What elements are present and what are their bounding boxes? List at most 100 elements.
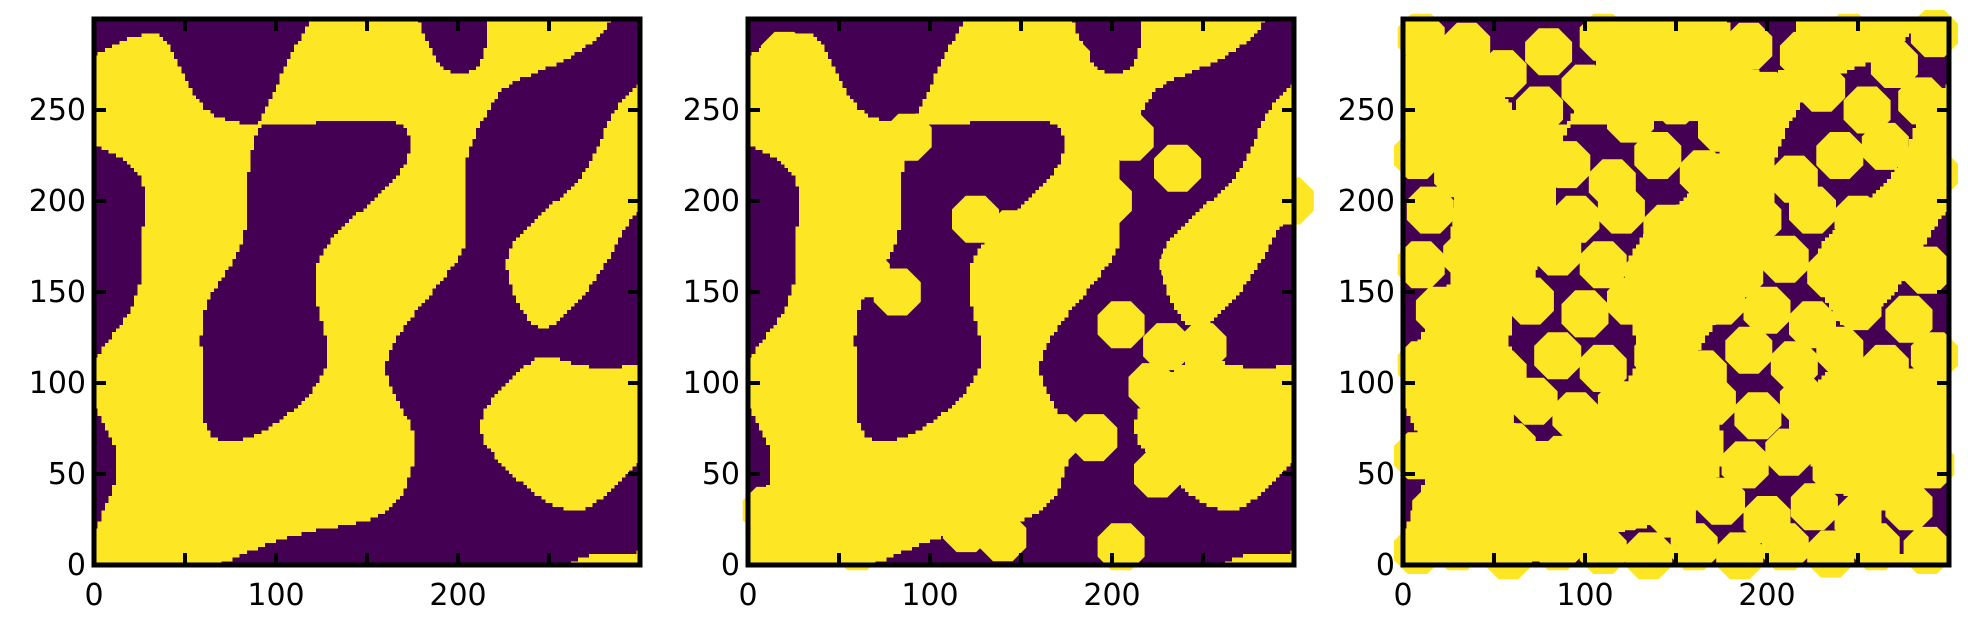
inclusion-particle bbox=[1070, 414, 1117, 461]
heatmap-panel-1: 0 100 200 0 50 100 150 200 250 bbox=[29, 19, 640, 613]
inclusion-particle bbox=[1674, 429, 1721, 476]
y-tick-label: 100 bbox=[1338, 366, 1395, 401]
inclusion-particle bbox=[1875, 381, 1922, 428]
inclusion-particle bbox=[1552, 392, 1599, 439]
inclusion-particle bbox=[988, 210, 1035, 257]
inclusion-particle bbox=[1807, 531, 1854, 578]
inclusion-particle bbox=[1562, 290, 1609, 337]
y-tick-label: 50 bbox=[48, 457, 86, 492]
inclusion-particle bbox=[1516, 87, 1563, 134]
inclusion-particle bbox=[1862, 123, 1909, 170]
inclusion-particle bbox=[761, 32, 808, 79]
inclusion-particle bbox=[874, 269, 921, 316]
heatmap-panel-3: 0 100 200 0 50 100 150 200 250 bbox=[1338, 10, 1958, 613]
inclusion-particle bbox=[1489, 423, 1536, 470]
y-tick-label: 250 bbox=[29, 93, 86, 128]
inclusion-particle bbox=[1634, 332, 1681, 379]
x-tick-label: 0 bbox=[84, 578, 103, 613]
inclusion-particle bbox=[1534, 332, 1581, 379]
inclusion-particle bbox=[1734, 196, 1781, 243]
inclusion-particle bbox=[1189, 374, 1236, 421]
inclusion-particle bbox=[1562, 65, 1609, 112]
inclusion-particle bbox=[1780, 378, 1827, 425]
inclusion-particle bbox=[1180, 323, 1227, 370]
inclusion-particle bbox=[1653, 77, 1700, 124]
inclusion-particle bbox=[1689, 178, 1736, 225]
inclusion-particle bbox=[1540, 436, 1587, 483]
inclusion-particle bbox=[1043, 37, 1090, 84]
inclusion-particle bbox=[1904, 247, 1951, 294]
inclusion-particle bbox=[1589, 432, 1636, 479]
inclusion-particle bbox=[1816, 327, 1863, 374]
inclusion-particle bbox=[1443, 232, 1490, 279]
inclusion-particle bbox=[1725, 327, 1772, 374]
inclusion-particle bbox=[1898, 77, 1945, 124]
inclusion-particle bbox=[1416, 77, 1463, 124]
y-tick-label: 50 bbox=[702, 457, 740, 492]
y-tick-label: 0 bbox=[721, 548, 740, 583]
inclusion-particle bbox=[1856, 432, 1903, 479]
y-tick-label: 250 bbox=[683, 93, 740, 128]
inclusion-particle bbox=[1420, 387, 1467, 434]
y-tick-label: 200 bbox=[683, 184, 740, 219]
inclusion-particle bbox=[1511, 378, 1558, 425]
y-tick-label: 50 bbox=[1357, 457, 1395, 492]
y-tick-label: 100 bbox=[29, 366, 86, 401]
inclusion-particle bbox=[1789, 187, 1836, 234]
y-tick-label: 250 bbox=[1338, 93, 1395, 128]
inclusion-particle bbox=[1607, 278, 1654, 325]
inclusion-particle bbox=[1853, 232, 1900, 279]
inclusion-particle bbox=[1534, 228, 1581, 275]
inclusion-particle bbox=[1107, 114, 1154, 161]
inclusion-particle bbox=[1885, 483, 1932, 530]
inclusion-particle bbox=[1698, 278, 1745, 325]
inclusion-particle bbox=[1198, 236, 1245, 283]
y-tick-label: 200 bbox=[1338, 184, 1395, 219]
x-tick-label: 100 bbox=[901, 578, 958, 613]
inclusion-particle bbox=[1889, 187, 1936, 234]
inclusion-particle bbox=[1070, 210, 1117, 257]
inclusion-particle bbox=[1480, 50, 1527, 97]
y-tick-label: 0 bbox=[67, 548, 86, 583]
inclusion-particle bbox=[1602, 483, 1649, 530]
inclusion-particle bbox=[1443, 441, 1490, 488]
y-tick-label: 0 bbox=[1376, 548, 1395, 583]
inclusion-particle bbox=[1689, 378, 1736, 425]
inclusion-particle bbox=[885, 114, 932, 161]
phase-field-image bbox=[748, 19, 1294, 565]
inclusion-particle bbox=[1798, 65, 1845, 112]
inclusion-particle bbox=[1716, 532, 1763, 579]
inclusion-particle bbox=[1765, 429, 1812, 476]
inclusion-particle bbox=[1762, 236, 1809, 283]
x-tick-label: 100 bbox=[1556, 578, 1613, 613]
inclusion-particle bbox=[1634, 132, 1681, 179]
y-tick-label: 150 bbox=[29, 275, 86, 310]
inclusion-particle bbox=[1598, 187, 1645, 234]
x-tick-label: 100 bbox=[247, 578, 304, 613]
inclusion-particle bbox=[1625, 532, 1672, 579]
inclusion-particle bbox=[1507, 278, 1554, 325]
phase-field-image bbox=[94, 19, 640, 565]
inclusion-particle bbox=[1816, 132, 1863, 179]
inclusion-particle bbox=[1734, 392, 1781, 439]
inclusion-particle bbox=[1525, 28, 1572, 75]
inclusion-particle bbox=[1744, 287, 1791, 334]
y-tick-label: 200 bbox=[29, 184, 86, 219]
inclusion-particle bbox=[1407, 187, 1454, 234]
inclusion-particle bbox=[1598, 381, 1645, 428]
inclusion-particle bbox=[1416, 287, 1463, 334]
x-tick-label: 200 bbox=[429, 578, 486, 613]
inclusion-particle bbox=[1098, 301, 1145, 348]
inclusion-particle bbox=[1634, 32, 1681, 79]
inclusion-particle bbox=[1835, 283, 1882, 330]
inclusion-particle bbox=[1543, 141, 1590, 188]
inclusion-particle bbox=[1134, 451, 1181, 498]
inclusion-particle bbox=[1129, 363, 1176, 410]
x-tick-label: 0 bbox=[738, 578, 757, 613]
inclusion-particle bbox=[1825, 396, 1872, 443]
y-tick-label: 150 bbox=[683, 275, 740, 310]
inclusion-particle bbox=[1154, 145, 1201, 192]
inclusion-particle bbox=[1698, 478, 1745, 525]
inclusion-particle bbox=[1725, 132, 1772, 179]
